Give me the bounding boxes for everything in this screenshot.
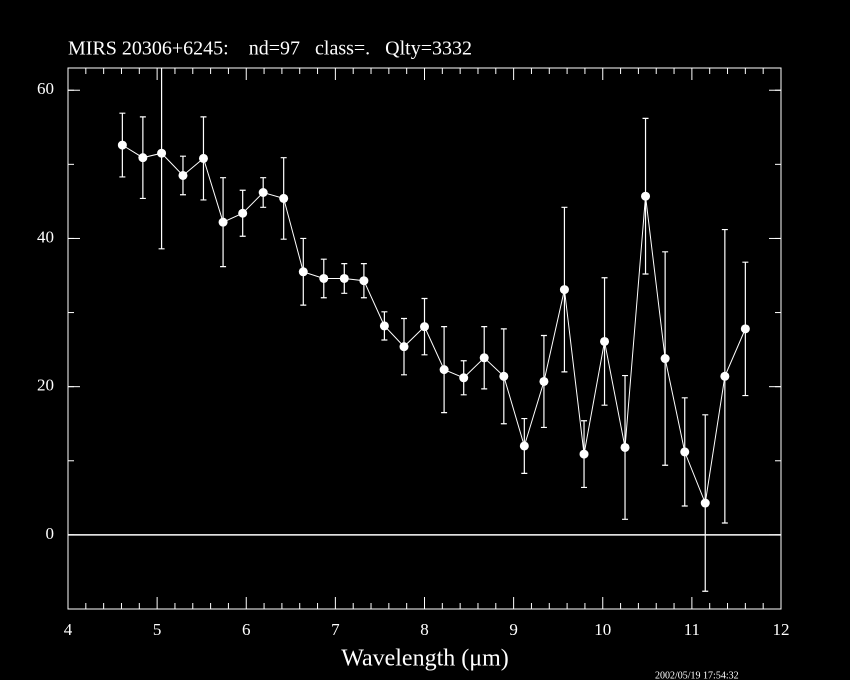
data-point: [439, 365, 449, 375]
data-point: [720, 371, 730, 381]
data-point: [298, 267, 308, 277]
x-tick-label: 9: [509, 620, 518, 639]
data-point: [479, 353, 489, 363]
x-tick-label: 7: [331, 620, 340, 639]
data-point: [319, 273, 329, 283]
data-point: [579, 449, 589, 459]
data-point: [379, 321, 389, 331]
y-tick-label: 60: [37, 79, 54, 98]
data-point: [420, 322, 429, 332]
data-point: [459, 373, 469, 383]
data-point: [600, 336, 610, 346]
x-tick-label: 8: [420, 620, 429, 639]
x-axis-label: Wavelength (μm): [341, 646, 509, 672]
x-tick-label: 11: [684, 620, 700, 639]
x-tick-label: 4: [64, 620, 73, 639]
data-point: [157, 148, 167, 158]
data-point: [499, 371, 509, 381]
data-point: [399, 342, 409, 352]
y-tick-label: 20: [37, 376, 54, 395]
chart-title: MIRS 20306+6245: nd=97 class=. Qlty=3332: [68, 38, 472, 60]
data-point: [138, 153, 148, 163]
y-tick-label: 40: [37, 227, 54, 246]
data-point: [620, 442, 630, 452]
data-point: [117, 140, 127, 150]
data-point: [660, 354, 670, 364]
y-tick-label: 0: [46, 524, 55, 543]
timestamp: 2002/05/19 17:54:32: [655, 670, 739, 680]
x-tick-label: 10: [594, 620, 611, 639]
data-point: [178, 170, 188, 180]
x-tick-label: 12: [773, 620, 790, 639]
data-point: [279, 193, 289, 203]
data-point: [740, 324, 750, 334]
x-tick-label: 5: [153, 620, 162, 639]
data-point: [258, 188, 268, 198]
plot-area: [117, 68, 750, 592]
data-point: [238, 208, 248, 218]
data-point: [359, 276, 369, 286]
data-point: [559, 285, 569, 295]
data-point: [218, 217, 228, 227]
data-point: [539, 376, 549, 386]
data-point: [700, 498, 710, 508]
data-point: [198, 153, 208, 163]
x-tick-label: 6: [242, 620, 251, 639]
data-point: [339, 273, 349, 283]
data-line: [122, 144, 746, 505]
data-point: [519, 441, 529, 451]
data-point: [641, 191, 651, 201]
data-point: [680, 447, 690, 457]
